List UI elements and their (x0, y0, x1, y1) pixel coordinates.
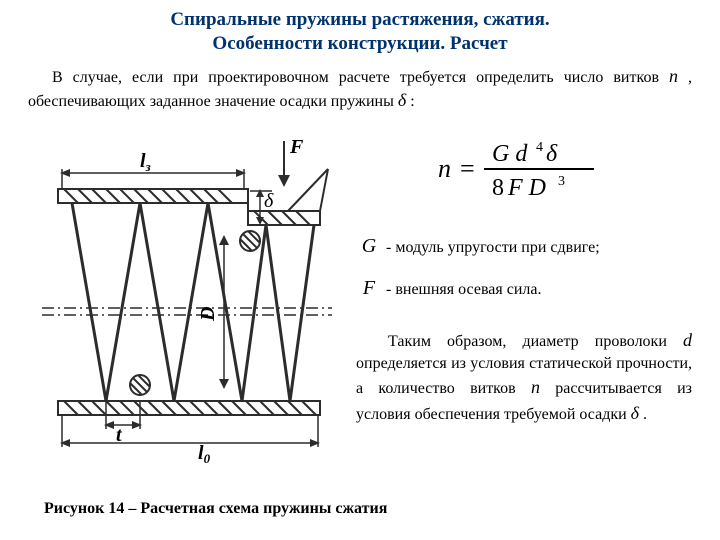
page-title: Спиральные пружины растяжения, сжатия. О… (28, 8, 692, 56)
svg-text:F: F (289, 136, 304, 158)
svg-text:=: = (460, 154, 475, 183)
def-G: G - модуль упругости при сдвиге; (356, 228, 692, 264)
def-G-text: - модуль упругости при сдвиге; (386, 239, 600, 256)
intro-text-c: : (406, 93, 414, 110)
var-delta: δ (398, 90, 406, 110)
svg-text:n: n (438, 154, 451, 183)
definitions: G - модуль упругости при сдвиге; F - вне… (356, 228, 692, 306)
intro-paragraph: В случае, если при проектировочном расче… (28, 64, 692, 113)
title-line-2: Особенности конструкции. Расчет (212, 33, 507, 54)
figure-caption: Рисунок 14 – Расчетная схема пружины сжа… (44, 500, 387, 518)
svg-text:3: 3 (558, 174, 565, 189)
para-d: . (639, 406, 647, 423)
def-F-text: - внешняя осевая сила. (386, 281, 542, 298)
para-a: Таким образом, диаметр проволоки (388, 333, 683, 350)
def-F: F - внешняя осевая сила. (356, 270, 692, 306)
title-line-1: Спиральные пружины растяжения, сжатия. (170, 9, 549, 30)
svg-text:8: 8 (492, 175, 504, 201)
var-n: n (669, 66, 678, 86)
svg-text:F D: F D (507, 175, 546, 201)
spring-diagram-svg: F lз δ D t l0 (28, 125, 338, 465)
formula: n = G d 4 δ 8 F D 3 (356, 133, 692, 210)
svg-text:D: D (197, 306, 219, 321)
var-n2: n (531, 377, 540, 397)
svg-text:δ: δ (546, 141, 558, 167)
var-d: d (683, 330, 692, 350)
formula-svg: n = G d 4 δ 8 F D 3 (434, 133, 614, 205)
svg-text:δ: δ (264, 190, 274, 212)
svg-text:G d: G d (492, 141, 528, 167)
svg-text:l0: l0 (198, 442, 211, 465)
figure: F lз δ D t l0 (28, 121, 338, 465)
sym-G: G (356, 228, 382, 264)
intro-text-a: В случае, если при проектировочном расче… (52, 69, 669, 86)
svg-text:lз: lз (140, 150, 151, 174)
svg-text:4: 4 (536, 140, 543, 155)
var-delta2: δ (631, 403, 639, 423)
body-paragraph: Таким образом, диаметр проволоки d опред… (356, 328, 692, 427)
sym-F: F (356, 270, 382, 306)
